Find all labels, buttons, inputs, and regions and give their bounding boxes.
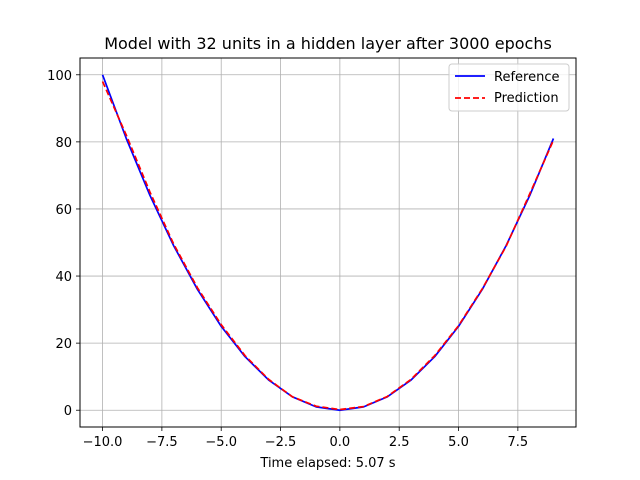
x-tick-label: 0.0 <box>330 435 351 450</box>
y-axis-ticks: 0 20 40 60 80 100 <box>47 69 80 419</box>
x-axis-label: Time elapsed: 5.07 s <box>259 456 395 471</box>
y-tick-label: 100 <box>47 69 72 84</box>
legend-label-reference: Reference <box>494 70 559 85</box>
x-tick-label: −2.5 <box>265 435 297 450</box>
y-tick-label: 80 <box>55 136 72 151</box>
x-tick-label: −7.5 <box>146 435 178 450</box>
y-tick-label: 60 <box>55 203 72 218</box>
x-tick-label: 5.0 <box>448 435 469 450</box>
x-axis-ticks: −10.0 −7.5 −5.0 −2.5 0.0 2.5 5.0 7.5 <box>83 427 529 450</box>
y-tick-label: 20 <box>55 337 72 352</box>
series-line-prediction <box>101 81 555 411</box>
grid-lines <box>80 58 576 427</box>
y-tick-label: 40 <box>55 270 72 285</box>
plot-series <box>101 74 555 412</box>
legend: Reference Prediction <box>448 63 570 112</box>
legend-label-prediction: Prediction <box>494 91 559 106</box>
chart-title: Model with 32 units in a hidden layer af… <box>104 34 552 53</box>
axes-frame <box>79 57 577 428</box>
x-tick-label: 2.5 <box>389 435 410 450</box>
x-tick-label: 7.5 <box>508 435 529 450</box>
x-tick-label: −5.0 <box>205 435 237 450</box>
y-tick-label: 0 <box>64 404 72 419</box>
x-tick-label: −10.0 <box>83 435 123 450</box>
